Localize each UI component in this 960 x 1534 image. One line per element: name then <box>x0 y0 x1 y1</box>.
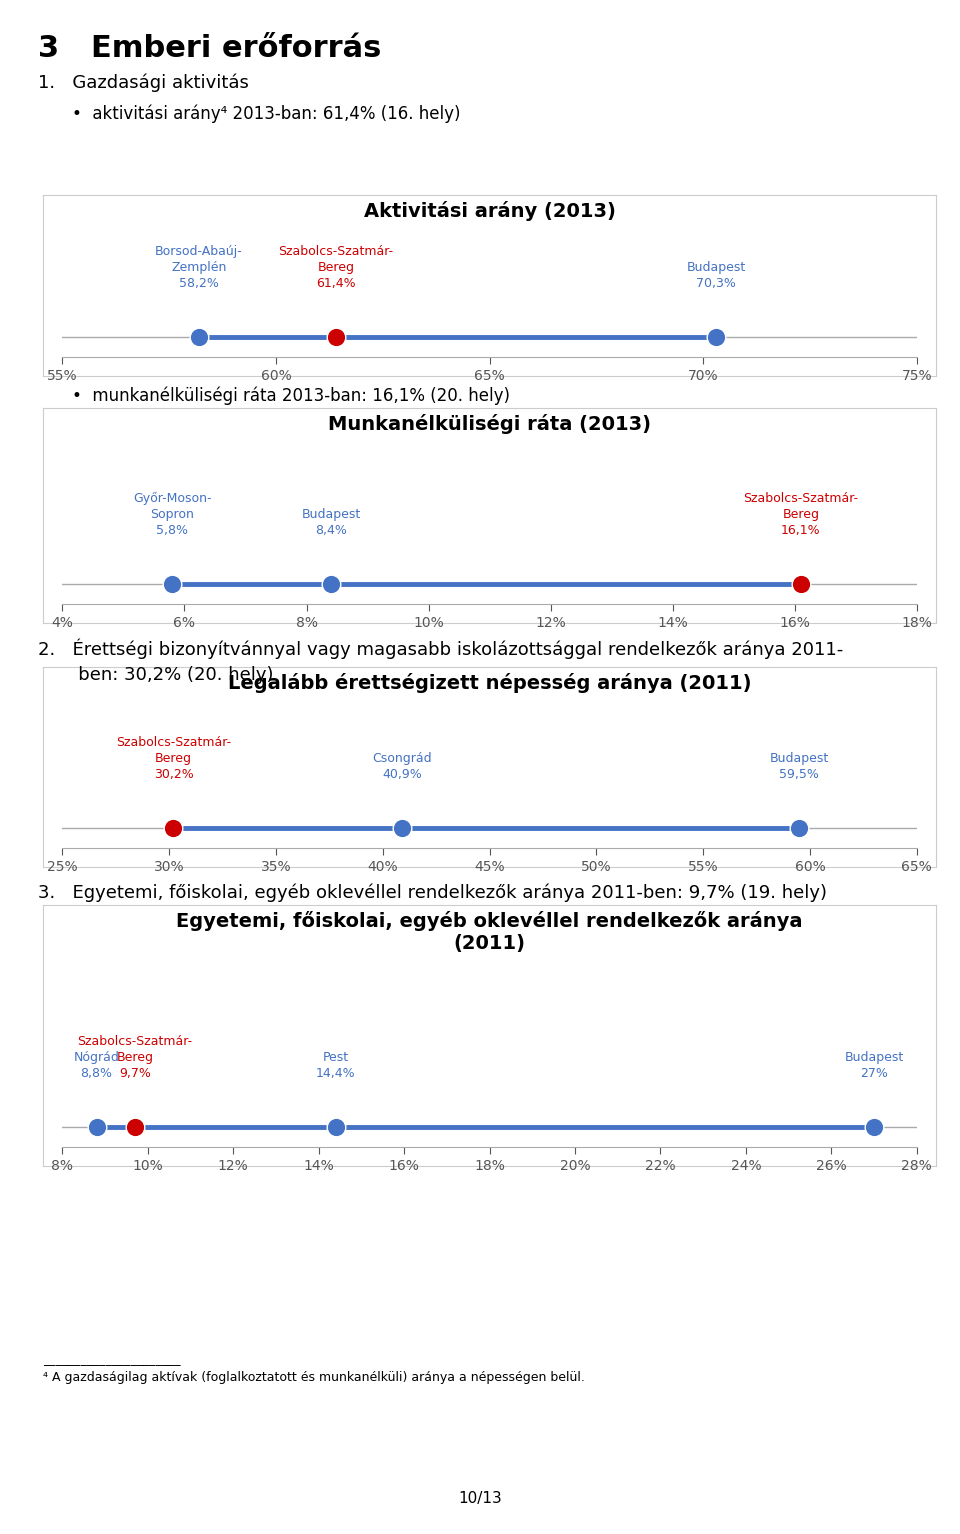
Point <box>89 1115 105 1140</box>
Text: 2.   Érettségi bizonyítvánnyal vagy magasabb iskolázottsággal rendelkezők aránya: 2. Érettségi bizonyítvánnyal vagy magasa… <box>38 638 844 684</box>
Point <box>793 572 808 597</box>
Text: Borsod-Abaúj-
Zemplén
58,2%: Borsod-Abaúj- Zemplén 58,2% <box>156 245 243 290</box>
Text: •  munkanélküliségi ráta 2013-ban: 16,1% (20. hely): • munkanélküliségi ráta 2013-ban: 16,1% … <box>72 387 510 405</box>
Point <box>866 1115 881 1140</box>
Text: Egyetemi, főiskolai, egyéb oklevéllel rendelkezők aránya
(2011): Egyetemi, főiskolai, egyéb oklevéllel re… <box>177 911 803 953</box>
Point <box>191 325 206 350</box>
Text: 10/13: 10/13 <box>458 1491 502 1506</box>
Text: Budapest
70,3%: Budapest 70,3% <box>686 261 746 290</box>
Point <box>324 572 339 597</box>
Text: 1.   Gazdasági aktivitás: 1. Gazdasági aktivitás <box>38 74 250 92</box>
Point <box>328 325 344 350</box>
Text: Pest
14,4%: Pest 14,4% <box>316 1051 355 1080</box>
Text: Budapest
27%: Budapest 27% <box>845 1051 903 1080</box>
Text: 3   Emberi erőforrás: 3 Emberi erőforrás <box>38 34 382 63</box>
Point <box>708 325 724 350</box>
Text: Legalább érettségizett népesség aránya (2011): Legalább érettségizett népesség aránya (… <box>228 673 752 693</box>
Text: ⁴ A gazdaságilag aktívak (foglalkoztatott és munkanélküli) aránya a népességen b: ⁴ A gazdaságilag aktívak (foglalkoztatot… <box>43 1371 585 1384</box>
Text: 3.   Egyetemi, főiskolai, egyéb oklevéllel rendelkezők aránya 2011-ben: 9,7% (19: 3. Egyetemi, főiskolai, egyéb oklevéllel… <box>38 884 828 902</box>
Text: Csongrád
40,9%: Csongrád 40,9% <box>372 752 432 781</box>
Point <box>792 816 807 841</box>
Point <box>164 572 180 597</box>
Text: Munkanélküliségi ráta (2013): Munkanélküliségi ráta (2013) <box>328 414 651 434</box>
Point <box>166 816 181 841</box>
Text: Szabolcs-Szatmár-
Bereg
61,4%: Szabolcs-Szatmár- Bereg 61,4% <box>278 245 394 290</box>
Text: Szabolcs-Szatmár-
Bereg
16,1%: Szabolcs-Szatmár- Bereg 16,1% <box>743 492 858 537</box>
Text: Budapest
59,5%: Budapest 59,5% <box>770 752 828 781</box>
Point <box>395 816 410 841</box>
Point <box>128 1115 143 1140</box>
Text: Nógrád
8,8%: Nógrád 8,8% <box>74 1051 119 1080</box>
Point <box>328 1115 344 1140</box>
Text: Szabolcs-Szatmár-
Bereg
9,7%: Szabolcs-Szatmár- Bereg 9,7% <box>78 1035 193 1080</box>
Text: Budapest
8,4%: Budapest 8,4% <box>301 508 361 537</box>
Text: Győr-Moson-
Sopron
5,8%: Győr-Moson- Sopron 5,8% <box>133 492 211 537</box>
Text: •  aktivitási arány⁴ 2013-ban: 61,4% (16. hely): • aktivitási arány⁴ 2013-ban: 61,4% (16.… <box>72 104 461 123</box>
Text: ______________________: ______________________ <box>43 1353 180 1365</box>
Text: Szabolcs-Szatmár-
Bereg
30,2%: Szabolcs-Szatmár- Bereg 30,2% <box>116 736 231 781</box>
Text: Aktivitási arány (2013): Aktivitási arány (2013) <box>364 201 615 221</box>
